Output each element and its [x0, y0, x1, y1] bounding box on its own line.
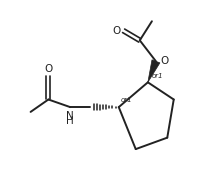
Text: H: H — [66, 116, 74, 126]
Text: or1: or1 — [151, 73, 163, 79]
Text: or1: or1 — [121, 97, 132, 103]
Text: N: N — [66, 111, 74, 121]
Text: O: O — [112, 26, 120, 36]
Text: O: O — [160, 56, 168, 66]
Polygon shape — [148, 60, 160, 82]
Text: O: O — [44, 64, 52, 74]
